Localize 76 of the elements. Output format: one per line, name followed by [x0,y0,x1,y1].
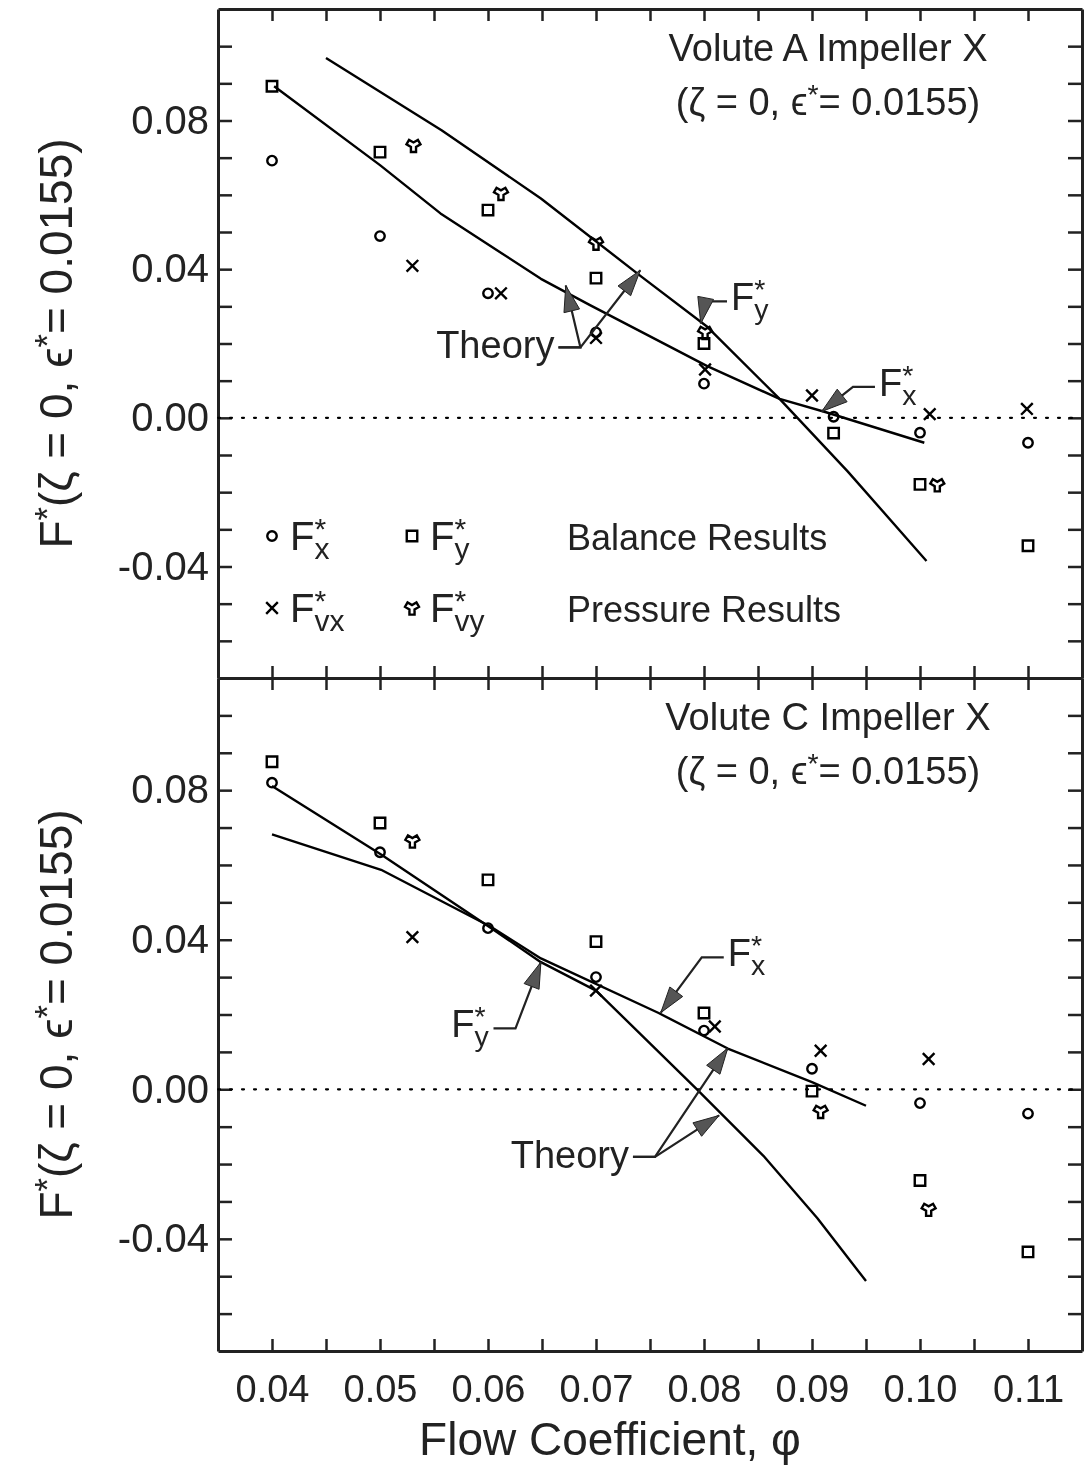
point [373,816,387,830]
point [921,1051,936,1067]
point [804,388,820,403]
point [827,426,841,440]
x-tick-label: 0.07 [559,1367,634,1410]
point [1021,539,1035,553]
y-tick-label: -0.04 [117,543,209,588]
text: Volute C Impeller X [665,696,991,738]
point [696,325,714,341]
point [404,834,421,849]
point [806,1062,818,1075]
point [493,286,508,301]
point [1021,1245,1035,1259]
y-tick-label: 0.04 [131,246,209,291]
point [914,426,926,439]
point [1019,401,1034,416]
text: (ζ = 0, ϵ$^{*}$= 0.0155) [675,77,981,123]
point [266,776,278,789]
point [913,1174,927,1187]
point [481,203,495,217]
x-tick-label: 0.08 [667,1367,742,1410]
point [405,258,420,273]
point [827,410,840,423]
point [697,337,711,350]
annotation: Theory [510,1133,629,1176]
point [492,186,510,202]
x-tick-label: 0.05 [343,1367,418,1410]
text: (ζ = 0, ϵ$^{*}$= 0.0155) [675,746,981,792]
text: Volute A Impeller X [668,27,988,69]
point [929,478,946,493]
x-axis-title: Flow Coefficient, φ [419,1413,801,1465]
annotation: Theory [436,324,555,367]
point [914,1097,926,1110]
x-tick-label: 0.11 [992,1367,1065,1410]
point [588,983,604,998]
y-tick-label: 0.08 [131,767,209,812]
x-tick-label: 0.10 [883,1367,958,1410]
point [405,930,420,945]
point [589,935,603,949]
point [481,873,495,887]
point [812,1104,829,1120]
y-tick-label: 0.08 [131,97,209,142]
y-tick-label: 0.00 [131,395,209,440]
point [590,971,602,984]
point [588,330,604,345]
y-tick-label: 0.04 [131,917,209,962]
point [482,287,494,300]
point [265,79,279,93]
point [1022,1107,1034,1120]
annotation: Pressure Results [567,589,842,630]
point [482,922,494,935]
point [922,407,937,422]
point [405,138,422,154]
point [805,1084,819,1098]
y-tick-label: -0.04 [117,1216,209,1261]
x-tick-label: 0.09 [775,1367,850,1410]
point [698,377,710,390]
point [374,846,386,859]
point [920,1202,937,1218]
point [1022,436,1034,449]
point [373,145,387,159]
point [265,755,279,769]
x-tick-label: 0.06 [451,1367,526,1410]
point [707,1019,722,1034]
y-tick-label: 0.00 [131,1066,209,1111]
point [374,230,386,242]
point [698,362,713,377]
point [698,1024,710,1037]
point [913,477,927,491]
point [589,271,603,285]
point [587,236,605,251]
point [697,1006,711,1020]
annotation: Balance Results [567,517,828,558]
x-tick-label: 0.04 [235,1367,310,1410]
point [266,154,278,167]
point [813,1043,828,1058]
